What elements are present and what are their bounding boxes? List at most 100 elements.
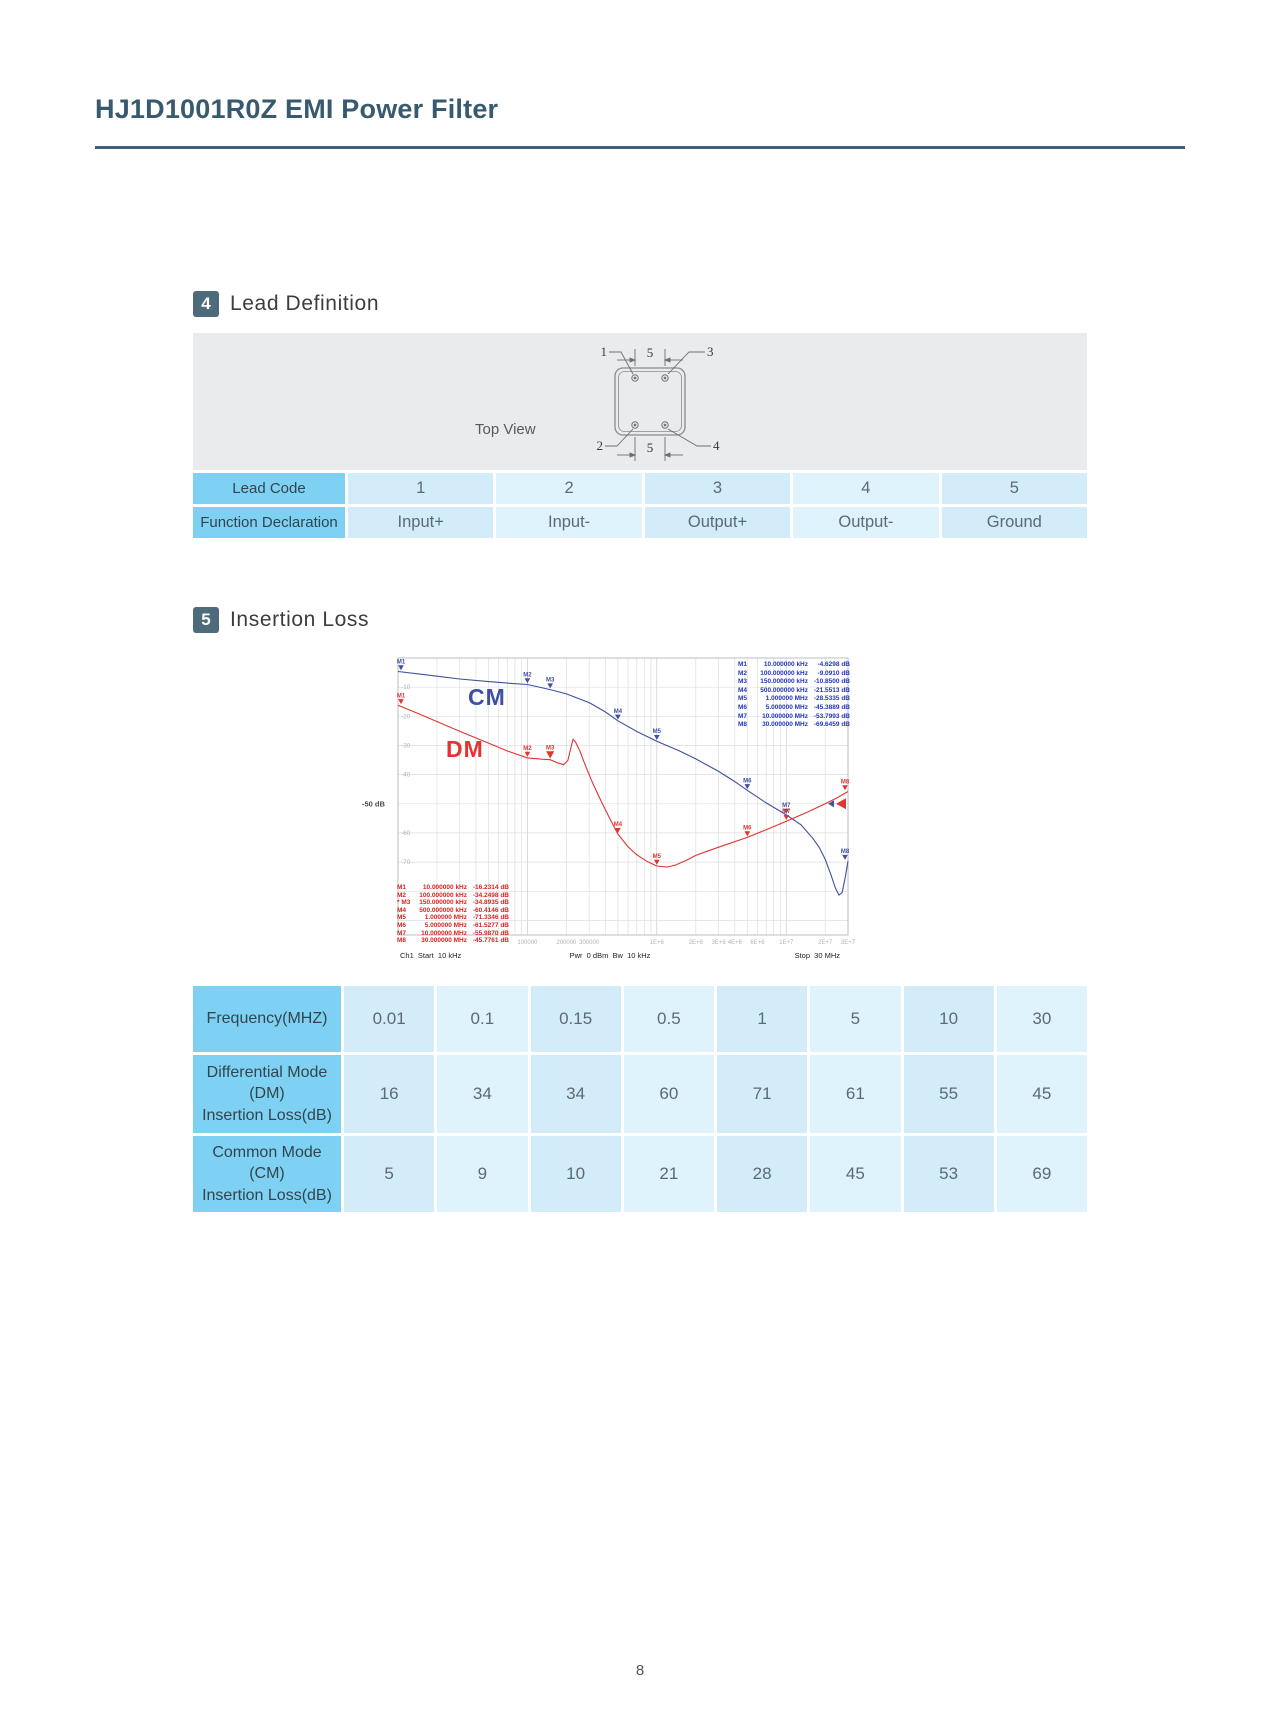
marker-table-cm: M1 10.000000 kHz -4.6298 dB M2 100.000000 kH… bbox=[738, 661, 850, 730]
svg-text:M1: M1 bbox=[397, 693, 406, 699]
top-view-diagram: 1 3 2 4 5 5 Top View bbox=[475, 344, 721, 461]
table-cell: 0.5 bbox=[623, 986, 714, 1052]
svg-text:-20: -20 bbox=[401, 713, 411, 720]
table-cell: 60 bbox=[623, 1055, 714, 1133]
table-cell: 61 bbox=[810, 1055, 901, 1133]
table-cell: Input+ bbox=[348, 507, 494, 538]
marker-row: M8 30.000000 MHz -69.6459 dB bbox=[738, 721, 850, 729]
table-cell: 5 bbox=[810, 986, 901, 1052]
marker-row: M2 100.000000 kHz -34.2498 dB bbox=[397, 891, 509, 899]
chart-svg: -10 -20 -30 -40 -60 -70 -50 dB 100000 200000 3000… bbox=[362, 657, 856, 946]
svg-text:M4: M4 bbox=[614, 709, 623, 715]
table-cell: 10 bbox=[903, 986, 994, 1052]
series-cm: M1 M2 M3 M4 M5 M6 M7 M8 bbox=[397, 660, 850, 896]
svg-text:M8: M8 bbox=[841, 849, 850, 855]
marker-row: M8 30.000000 MHz -45.7761 dB bbox=[397, 937, 509, 945]
pin-labels: 1 3 2 4 5 5 bbox=[597, 344, 721, 455]
table-cell: 55 bbox=[903, 1055, 994, 1133]
svg-text:4E+6: 4E+6 bbox=[728, 940, 743, 946]
marker-row: M6 5.000000 MHz -61.5277 dB bbox=[397, 921, 509, 929]
table-cell: 5 bbox=[344, 1136, 435, 1212]
table-cell: 1 bbox=[717, 986, 808, 1052]
svg-text:M4: M4 bbox=[614, 822, 623, 828]
table-cell: 21 bbox=[623, 1136, 714, 1212]
section-title: Insertion Loss bbox=[230, 608, 370, 631]
row-label: Function Declaration bbox=[193, 507, 345, 538]
svg-text:M7: M7 bbox=[782, 809, 791, 815]
table-cell: 1 bbox=[348, 473, 494, 504]
marker-row: M2 100.000000 kHz -9.0910 dB bbox=[738, 669, 850, 677]
marker-row: M3 150.000000 kHz -10.8500 dB bbox=[738, 678, 850, 686]
table-cell: 0.01 bbox=[344, 986, 435, 1052]
pin-circles bbox=[631, 374, 669, 429]
page-title: HJ1D1001R0Z EMI Power Filter bbox=[95, 94, 499, 124]
table-cell: 30 bbox=[996, 986, 1087, 1052]
pin-label-3: 3 bbox=[707, 344, 714, 359]
table-cell: 10 bbox=[530, 1136, 621, 1212]
page-number: 8 bbox=[635, 1662, 645, 1679]
chart-grid bbox=[397, 657, 849, 936]
series-label-dm: DM bbox=[446, 736, 484, 762]
row-label: Common Mode (CM) Insertion Loss(dB) bbox=[193, 1136, 341, 1212]
table-cell: 2 bbox=[496, 473, 642, 504]
table-cell: 5 bbox=[941, 473, 1087, 504]
section-title: Lead Definition bbox=[230, 292, 380, 315]
title-rule bbox=[95, 146, 1185, 149]
lead-definition-diagram-panel: 1 3 2 4 5 5 Top View bbox=[193, 333, 1087, 470]
table-cell: Input- bbox=[496, 507, 642, 538]
lead-definition-table: Lead Code 1 2 3 4 5 Function Declaration Input+… bbox=[193, 473, 1087, 538]
pin-label-1: 1 bbox=[601, 344, 608, 359]
table-cell: 34 bbox=[437, 1055, 528, 1133]
ref-level-label: -50 dB bbox=[362, 799, 386, 808]
table-cell: 3 bbox=[644, 473, 791, 504]
dim-label-top: 5 bbox=[647, 345, 654, 360]
svg-text:2E+6: 2E+6 bbox=[689, 940, 704, 946]
dim-label-bottom: 5 bbox=[647, 440, 654, 455]
series-label-cm: CM bbox=[468, 684, 506, 710]
svg-text:M5: M5 bbox=[653, 729, 662, 735]
marker-row: M7 10.000000 MHz -55.9870 dB bbox=[397, 929, 509, 937]
svg-text:300000: 300000 bbox=[579, 940, 600, 946]
marker-row: M6 5.000000 MHz -45.3889 dB bbox=[738, 703, 850, 711]
series-dm: M1 M2 M3 M4 M5 M6 M7 M8 bbox=[397, 693, 850, 868]
dimension-lines bbox=[617, 349, 683, 461]
table-cell: 69 bbox=[996, 1136, 1087, 1212]
table-cell: 28 bbox=[717, 1136, 808, 1212]
svg-text:2E+7: 2E+7 bbox=[818, 940, 833, 946]
table-cell: 71 bbox=[717, 1055, 808, 1133]
table-cell: 16 bbox=[344, 1055, 435, 1133]
svg-text:M6: M6 bbox=[743, 778, 752, 784]
marker-row: M4 500.000000 kHz -60.4146 dB bbox=[397, 906, 509, 914]
chart-footer-center: Pwr 0 dBm Bw 10 kHz bbox=[569, 951, 651, 960]
table-cell: Ground bbox=[941, 507, 1087, 538]
chart-footer-right: Stop 30 MHz bbox=[794, 951, 840, 960]
table-cell: 53 bbox=[903, 1136, 994, 1212]
marker-table-dm: M1 10.000000 kHz -16.2314 dB M2 100.000000 k… bbox=[397, 884, 509, 945]
table-cell: 45 bbox=[996, 1055, 1087, 1133]
row-label: Frequency(MHZ) bbox=[193, 986, 341, 1052]
table-cell: 4 bbox=[793, 473, 939, 504]
marker-row: * M3 150.000000 kHz -34.8935 dB bbox=[397, 899, 509, 907]
section-insertion-loss-header: 5 Insertion Loss bbox=[193, 607, 369, 633]
top-view-caption: Top View bbox=[475, 421, 536, 438]
svg-text:M2: M2 bbox=[523, 746, 532, 752]
insertion-loss-chart: -10 -20 -30 -40 -60 -70 -50 dB 100000 200000 3000… bbox=[360, 648, 870, 978]
pin-label-2: 2 bbox=[597, 438, 604, 453]
pin-label-4: 4 bbox=[713, 438, 720, 453]
svg-text:-30: -30 bbox=[401, 743, 411, 750]
axis-labels: -10 -20 -30 -40 -60 -70 -50 dB 100000 200000 3000… bbox=[362, 684, 856, 946]
row-label: Differential Mode (DM) Insertion Loss(dB) bbox=[193, 1055, 341, 1133]
component-outline bbox=[614, 367, 686, 436]
svg-text:M8: M8 bbox=[841, 780, 850, 786]
marker-row: M4 500.000000 kHz -21.5513 dB bbox=[738, 686, 850, 694]
svg-text:M3: M3 bbox=[546, 678, 555, 684]
svg-text:3E+7: 3E+7 bbox=[841, 940, 856, 946]
svg-text:200000: 200000 bbox=[556, 940, 577, 946]
marker-row: M1 10.000000 kHz -4.6298 dB bbox=[738, 661, 850, 668]
svg-text:M7: M7 bbox=[782, 803, 791, 809]
table-cell: Output- bbox=[793, 507, 939, 538]
marker-row: M5 1.000000 MHz -28.5335 dB bbox=[738, 695, 850, 703]
row-label: Lead Code bbox=[193, 473, 345, 504]
ref-level-arrows bbox=[828, 798, 846, 810]
